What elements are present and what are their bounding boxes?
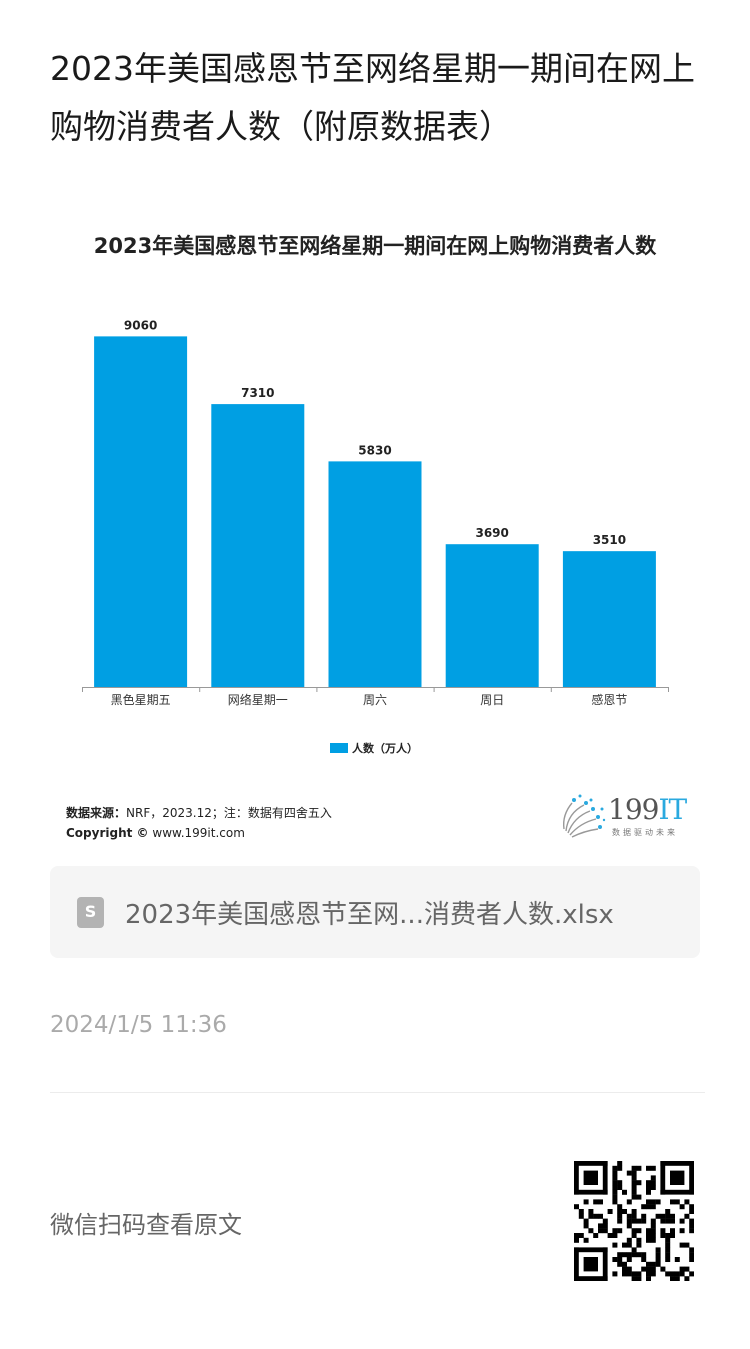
data-label: 9060 — [124, 318, 157, 332]
legend-label: 人数（万人） — [352, 741, 418, 755]
bar — [562, 551, 656, 687]
x-tick-label: 感恩节 — [591, 692, 627, 707]
source-label: 数据来源： — [66, 806, 127, 820]
source-text: NRF，2023.12；注：数据有四舍五入 — [126, 806, 332, 820]
attachment-file-card[interactable]: S 2023年美国感恩节至网...消费者人数.xlsx — [50, 866, 700, 958]
copyright-url: www.199it.com — [152, 826, 245, 840]
data-label: 3690 — [475, 526, 508, 540]
bar — [445, 544, 539, 687]
logo-199it: 199IT 数据驱动未来 — [558, 791, 698, 841]
divider — [50, 1092, 705, 1093]
x-tick-label: 黑色星期五 — [111, 693, 171, 707]
bar-chart: 9060 黑色星期五 7310 网络星期一 5830 周六 3690 周日 3510 感恩节人数（… — [82, 318, 669, 755]
x-tick-label: 周日 — [480, 693, 504, 707]
data-label: 7310 — [241, 386, 274, 400]
qr-scan-label: 微信扫码查看原文 — [50, 1211, 242, 1239]
logo-tagline: 数据驱动未来 — [612, 828, 678, 837]
spreadsheet-file-icon: S — [77, 897, 104, 928]
data-label: 5830 — [358, 443, 391, 457]
bar — [94, 336, 188, 687]
bar — [328, 461, 422, 687]
x-tick-label: 网络星期一 — [228, 692, 288, 707]
dandelion-logo-icon — [562, 794, 606, 838]
x-tick-label: 周六 — [363, 693, 387, 707]
attachment-file-name[interactable]: 2023年美国感恩节至网...消费者人数.xlsx — [125, 900, 614, 930]
publish-timestamp: 2024/1/5 11:36 — [50, 1012, 227, 1038]
qr-code-icon[interactable] — [574, 1161, 694, 1281]
data-label: 3510 — [593, 533, 626, 547]
legend-swatch — [330, 743, 348, 753]
article-title: 2023年美国感恩节至网络星期一期间在网上购物消费者人数（附原数据表） — [50, 49, 695, 146]
source-note: 数据来源：NRF，2023.12；注：数据有四舍五入 Copyright © w… — [66, 803, 332, 843]
logo-text: 199IT — [608, 793, 687, 826]
chart-card: 9060 黑色星期五 7310 网络星期一 5830 周六 3690 周日 3510 感恩节人数（… — [50, 215, 700, 855]
copyright-label: Copyright © — [66, 826, 149, 840]
chart-title: 2023年美国感恩节至网络星期一期间在网上购物消费者人数 — [93, 234, 657, 258]
bar — [211, 404, 305, 687]
